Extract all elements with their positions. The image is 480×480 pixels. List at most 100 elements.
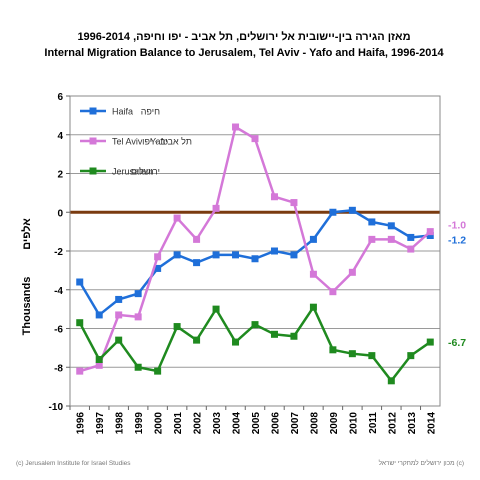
data-point bbox=[368, 218, 376, 226]
data-point bbox=[426, 338, 434, 346]
data-point bbox=[407, 233, 415, 241]
data-point bbox=[270, 247, 278, 255]
x-tick-label: 2009 bbox=[329, 412, 340, 435]
data-point bbox=[251, 321, 259, 329]
legend-label: Haifa bbox=[112, 107, 133, 117]
y-axis-label-hebrew: אלפים bbox=[20, 218, 33, 250]
data-point bbox=[134, 290, 142, 298]
series-tel-aviv-yafo bbox=[76, 123, 434, 375]
data-point bbox=[232, 338, 240, 346]
data-point bbox=[251, 255, 259, 263]
legend-marker bbox=[89, 107, 97, 115]
data-point bbox=[115, 295, 123, 303]
data-point bbox=[387, 377, 395, 385]
data-point bbox=[232, 123, 240, 131]
series-line bbox=[78, 209, 431, 317]
x-tick-label: 2000 bbox=[154, 412, 165, 435]
data-point bbox=[251, 135, 259, 143]
axes: -10 -8 -6 -4 -2 0 2 4 6 1996 1997 1998 1999 2000 2001 2… bbox=[49, 92, 441, 435]
y-tick-label: -8 bbox=[54, 363, 63, 374]
data-point bbox=[270, 330, 278, 338]
data-point bbox=[407, 352, 415, 360]
data-point bbox=[115, 311, 123, 319]
data-point bbox=[173, 251, 181, 259]
y-tick-label: -2 bbox=[54, 247, 63, 258]
data-point bbox=[348, 206, 356, 214]
legend-label-hebrew: ירושלים bbox=[131, 167, 160, 177]
x-tick-label: 1997 bbox=[95, 412, 106, 435]
x-tick-label: 2014 bbox=[426, 412, 437, 435]
data-point bbox=[329, 288, 337, 296]
y-axis-label: Thousands bbox=[21, 277, 33, 336]
end-label: -1.2 bbox=[448, 235, 466, 247]
data-point bbox=[348, 268, 356, 276]
data-point bbox=[270, 193, 278, 201]
data-point bbox=[309, 303, 317, 311]
end-label: -6.7 bbox=[448, 337, 466, 349]
x-tick-label: 2001 bbox=[173, 412, 184, 435]
data-point bbox=[134, 313, 142, 321]
data-point bbox=[154, 367, 162, 375]
data-point bbox=[426, 228, 434, 236]
legend-label: Tel Aviv - Yafo bbox=[112, 137, 168, 147]
data-point bbox=[154, 253, 162, 261]
data-point bbox=[407, 245, 415, 253]
y-tick-label: 0 bbox=[57, 208, 63, 219]
legend-marker bbox=[89, 137, 97, 145]
data-point bbox=[95, 311, 103, 319]
data-point bbox=[232, 251, 240, 259]
y-tick-label: -4 bbox=[54, 286, 63, 297]
chart-title: Internal Migration Balance to Jerusalem,… bbox=[44, 47, 444, 59]
data-point bbox=[193, 235, 201, 243]
data-point bbox=[426, 232, 434, 239]
legend-label: Jerusalem bbox=[112, 167, 154, 177]
data-point bbox=[173, 214, 181, 222]
y-tick-label: 6 bbox=[57, 92, 63, 103]
x-tick-label: 1996 bbox=[76, 412, 87, 435]
series-jerusalem bbox=[76, 303, 434, 385]
data-point bbox=[368, 352, 376, 360]
chart-title-hebrew: מאזן הגירה בין-יישובית אל ירושלים, תל אב… bbox=[77, 31, 411, 43]
data-point bbox=[173, 323, 181, 331]
data-point bbox=[212, 251, 220, 259]
legend-entry: Haifa חיפה bbox=[80, 107, 160, 117]
data-point bbox=[290, 251, 298, 259]
y-tick-label: -6 bbox=[54, 325, 63, 336]
data-point bbox=[212, 305, 220, 313]
data-point bbox=[290, 199, 298, 207]
x-tick-label: 2004 bbox=[232, 412, 243, 435]
series-line bbox=[78, 304, 431, 383]
y-tick-label: 2 bbox=[57, 170, 63, 181]
data-point bbox=[134, 363, 142, 371]
data-point bbox=[193, 336, 201, 344]
y-tick-label: 4 bbox=[57, 131, 63, 142]
legend-label-hebrew: תל אביב - יפו bbox=[142, 137, 192, 147]
data-point bbox=[95, 361, 103, 369]
x-tick-label: 2007 bbox=[290, 412, 301, 435]
data-point bbox=[154, 264, 162, 272]
y-tick-label: -10 bbox=[49, 402, 64, 413]
x-tick-label: 2003 bbox=[212, 412, 223, 435]
x-tick-label: 2010 bbox=[348, 412, 359, 435]
chart-frame: מאזן הגירה בין-יישובית אל ירושלים, תל אב… bbox=[4, 4, 476, 476]
data-point bbox=[76, 278, 84, 286]
x-tick-label: 2012 bbox=[387, 412, 398, 435]
data-point bbox=[76, 367, 84, 375]
data-point bbox=[309, 235, 317, 243]
footer-copyright-english: (c) Jerusalem Institute for Israel Studi… bbox=[16, 460, 131, 467]
legend-marker bbox=[89, 167, 97, 175]
x-tick-label: 2005 bbox=[251, 412, 262, 435]
data-point bbox=[368, 235, 376, 243]
x-tick-label: 2008 bbox=[309, 412, 320, 435]
data-point bbox=[329, 346, 337, 354]
data-point bbox=[387, 222, 395, 230]
x-tick-label: 1999 bbox=[134, 412, 145, 435]
data-point bbox=[387, 235, 395, 243]
data-point bbox=[348, 350, 356, 358]
series-line bbox=[79, 125, 432, 373]
data-point bbox=[329, 208, 337, 216]
